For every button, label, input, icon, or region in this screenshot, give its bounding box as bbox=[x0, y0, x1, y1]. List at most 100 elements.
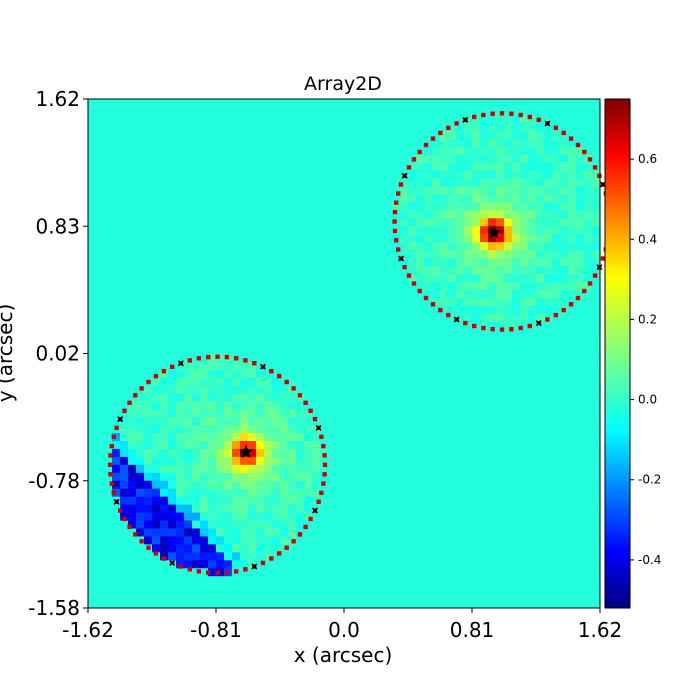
heatmap-cell bbox=[216, 99, 225, 108]
heatmap-cell bbox=[168, 162, 177, 171]
heatmap-cell bbox=[224, 114, 233, 124]
heatmap-cell bbox=[104, 433, 113, 442]
heatmap-cell bbox=[384, 536, 393, 545]
heatmap-cell bbox=[336, 138, 345, 148]
heatmap-cell bbox=[224, 448, 233, 458]
heatmap-cell bbox=[136, 464, 145, 474]
heatmap-cell bbox=[424, 568, 433, 577]
heatmap-cell bbox=[256, 162, 265, 171]
heatmap-cell bbox=[216, 337, 225, 346]
heatmap-cell bbox=[352, 305, 361, 315]
heatmap-cell bbox=[584, 122, 593, 132]
heatmap-cell bbox=[88, 552, 97, 561]
heatmap-cell bbox=[584, 576, 593, 585]
heatmap-cell bbox=[568, 409, 577, 418]
heatmap-cell bbox=[248, 250, 257, 259]
heatmap-cell bbox=[472, 377, 481, 386]
heatmap-cell bbox=[488, 297, 497, 307]
heatmap-cell bbox=[96, 584, 105, 593]
heatmap-cell bbox=[144, 584, 153, 593]
heatmap-cell bbox=[488, 329, 497, 338]
heatmap-cell bbox=[248, 385, 257, 394]
heatmap-cell bbox=[248, 178, 257, 187]
heatmap-cell bbox=[320, 138, 329, 148]
heatmap-cell bbox=[504, 146, 513, 156]
heatmap-cell bbox=[424, 576, 433, 585]
heatmap-cell bbox=[584, 544, 593, 553]
heatmap-cell bbox=[448, 146, 457, 156]
heatmap-cell bbox=[208, 552, 217, 561]
heatmap-cell bbox=[192, 242, 201, 251]
heatmap-cell bbox=[128, 560, 137, 569]
heatmap-cell bbox=[280, 266, 289, 275]
heatmap-cell bbox=[112, 289, 121, 299]
heatmap-cell bbox=[544, 401, 553, 410]
heatmap-cell bbox=[296, 536, 305, 545]
heatmap-cell bbox=[208, 584, 217, 593]
heatmap-cell bbox=[168, 417, 177, 426]
heatmap-cell bbox=[176, 305, 185, 315]
heatmap-cell bbox=[344, 504, 353, 513]
heatmap-cell bbox=[128, 488, 137, 498]
heatmap-cell bbox=[296, 122, 305, 132]
heatmap-cell bbox=[384, 329, 393, 338]
heatmap-cell bbox=[560, 528, 569, 537]
heatmap-cell bbox=[264, 536, 273, 545]
heatmap-cell bbox=[88, 99, 97, 108]
heatmap-cell bbox=[576, 242, 585, 251]
heatmap-cell bbox=[312, 536, 321, 545]
heatmap-cell bbox=[304, 480, 313, 490]
heatmap-cell bbox=[224, 266, 233, 275]
heatmap-cell bbox=[160, 448, 169, 458]
heatmap-cell bbox=[368, 202, 377, 211]
heatmap-cell bbox=[288, 448, 297, 458]
heatmap-cell bbox=[520, 266, 529, 275]
heatmap-cell bbox=[128, 186, 137, 195]
heatmap-cell bbox=[272, 592, 281, 601]
heatmap-cell bbox=[224, 456, 233, 466]
heatmap-cell bbox=[392, 305, 401, 315]
boundary-marker bbox=[122, 408, 127, 413]
heatmap-cell bbox=[272, 576, 281, 585]
heatmap-cell bbox=[424, 504, 433, 513]
heatmap-cell bbox=[288, 361, 297, 370]
heatmap-cell bbox=[424, 130, 433, 140]
heatmap-cell bbox=[448, 258, 457, 267]
heatmap-cell bbox=[304, 369, 313, 378]
heatmap-cell bbox=[128, 472, 137, 482]
heatmap-cell bbox=[104, 472, 113, 482]
heatmap-cell bbox=[168, 377, 177, 386]
heatmap-cell bbox=[424, 313, 433, 323]
cross-marker bbox=[398, 255, 405, 262]
heatmap-cell bbox=[264, 242, 273, 251]
colorbar-ticks: 0.60.40.20.0-0.2-0.4 bbox=[630, 152, 661, 567]
heatmap-cell bbox=[128, 377, 137, 386]
heatmap-cell bbox=[496, 377, 505, 386]
heatmap-cell bbox=[400, 600, 409, 609]
heatmap-cell bbox=[240, 417, 249, 426]
heatmap-cell bbox=[296, 226, 305, 235]
heatmap-cell bbox=[200, 584, 209, 593]
heatmap-cell bbox=[304, 170, 313, 179]
heatmap-cell bbox=[360, 488, 369, 498]
heatmap-cell bbox=[320, 234, 329, 243]
heatmap-cell bbox=[464, 138, 473, 148]
heatmap-cell bbox=[224, 584, 233, 593]
heatmap-cell bbox=[144, 162, 153, 171]
heatmap-cell bbox=[432, 162, 441, 171]
heatmap-cell bbox=[544, 305, 553, 315]
heatmap-cell bbox=[256, 560, 265, 569]
heatmap-cell bbox=[240, 234, 249, 243]
heatmap-cell bbox=[216, 385, 225, 394]
heatmap-cell bbox=[96, 544, 105, 553]
boundary-marker bbox=[206, 570, 211, 575]
heatmap-cell bbox=[344, 154, 353, 164]
heatmap-cell bbox=[192, 234, 201, 243]
heatmap-cell bbox=[432, 250, 441, 259]
heatmap-cell bbox=[488, 496, 497, 506]
heatmap-cell bbox=[360, 321, 369, 331]
heatmap-cell bbox=[352, 202, 361, 211]
heatmap-cell bbox=[592, 544, 601, 553]
heatmap-cell bbox=[472, 273, 481, 283]
heatmap-cell bbox=[544, 520, 553, 529]
